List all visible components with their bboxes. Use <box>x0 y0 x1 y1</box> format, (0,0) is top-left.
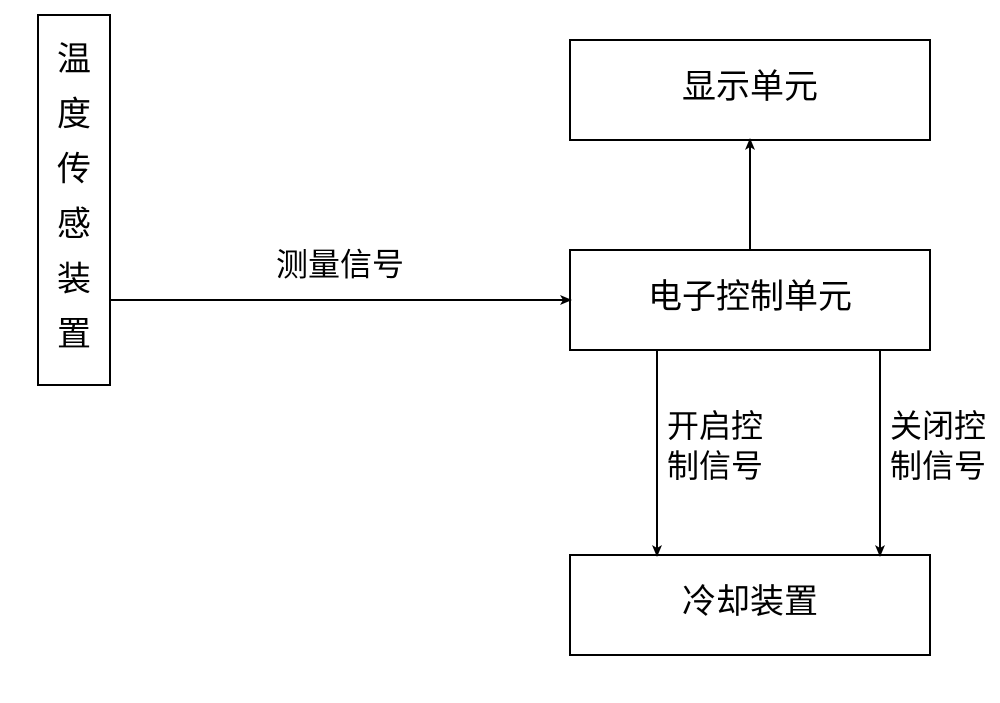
node-ecu: 电子控制单元 <box>570 250 930 350</box>
edge-ecu-to-cooler-left-label: 开启控制信号 <box>667 408 763 484</box>
node-sensor: 温度传感装置 <box>38 15 110 385</box>
node-cooler: 冷却装置 <box>570 555 930 655</box>
node-ecu-label: 电子控制单元 <box>648 278 852 316</box>
node-display: 显示单元 <box>570 40 930 140</box>
node-display-label: 显示单元 <box>682 69 818 106</box>
edge-ecu-to-cooler-right-label: 关闭控制信号 <box>890 408 986 484</box>
node-cooler-label: 冷却装置 <box>682 583 818 621</box>
edge-sensor-to-ecu-label: 测量信号 <box>276 246 404 282</box>
block-diagram: 温度传感装置 显示单元 电子控制单元 冷却装置 测量信号 开启控制信号 关闭控制… <box>0 0 1000 703</box>
